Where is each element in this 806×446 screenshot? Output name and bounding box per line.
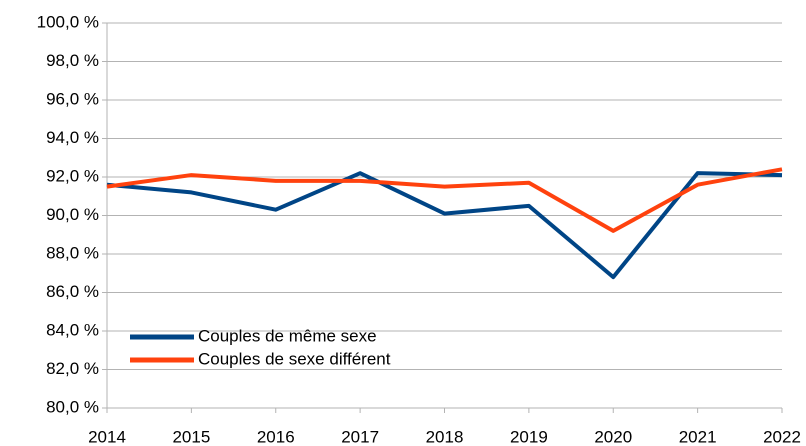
x-tick-label: 2022 — [763, 427, 801, 446]
y-tick-label: 100,0 % — [37, 12, 99, 31]
x-tick-label: 2020 — [594, 427, 632, 446]
y-tick-label: 90,0 % — [46, 205, 99, 224]
y-tick-label: 92,0 % — [46, 166, 99, 185]
y-tick-label: 96,0 % — [46, 89, 99, 108]
series-line — [106, 167, 783, 233]
x-tick-label: 2017 — [341, 427, 379, 446]
y-tick-label: 88,0 % — [46, 243, 99, 262]
legend-label: Couples de même sexe — [198, 326, 377, 345]
x-tick-label: 2014 — [88, 427, 126, 446]
series-line — [106, 171, 783, 280]
x-tick-label: 2019 — [510, 427, 548, 446]
y-tick-label: 98,0 % — [46, 51, 99, 70]
x-tick-label: 2021 — [679, 427, 717, 446]
x-tick-label: 2018 — [426, 427, 464, 446]
y-tick-label: 80,0 % — [46, 397, 99, 416]
y-tick-label: 82,0 % — [46, 359, 99, 378]
x-tick-label: 2016 — [257, 427, 295, 446]
x-tick-label: 2015 — [172, 427, 210, 446]
legend-label: Couples de sexe différent — [198, 349, 391, 368]
y-tick-label: 86,0 % — [46, 282, 99, 301]
y-tick-label: 84,0 % — [46, 320, 99, 339]
y-tick-label: 94,0 % — [46, 128, 99, 147]
